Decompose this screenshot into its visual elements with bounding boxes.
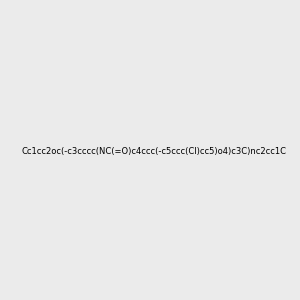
Text: Cc1cc2oc(-c3cccc(NC(=O)c4ccc(-c5ccc(Cl)cc5)o4)c3C)nc2cc1C: Cc1cc2oc(-c3cccc(NC(=O)c4ccc(-c5ccc(Cl)c… bbox=[21, 147, 286, 156]
